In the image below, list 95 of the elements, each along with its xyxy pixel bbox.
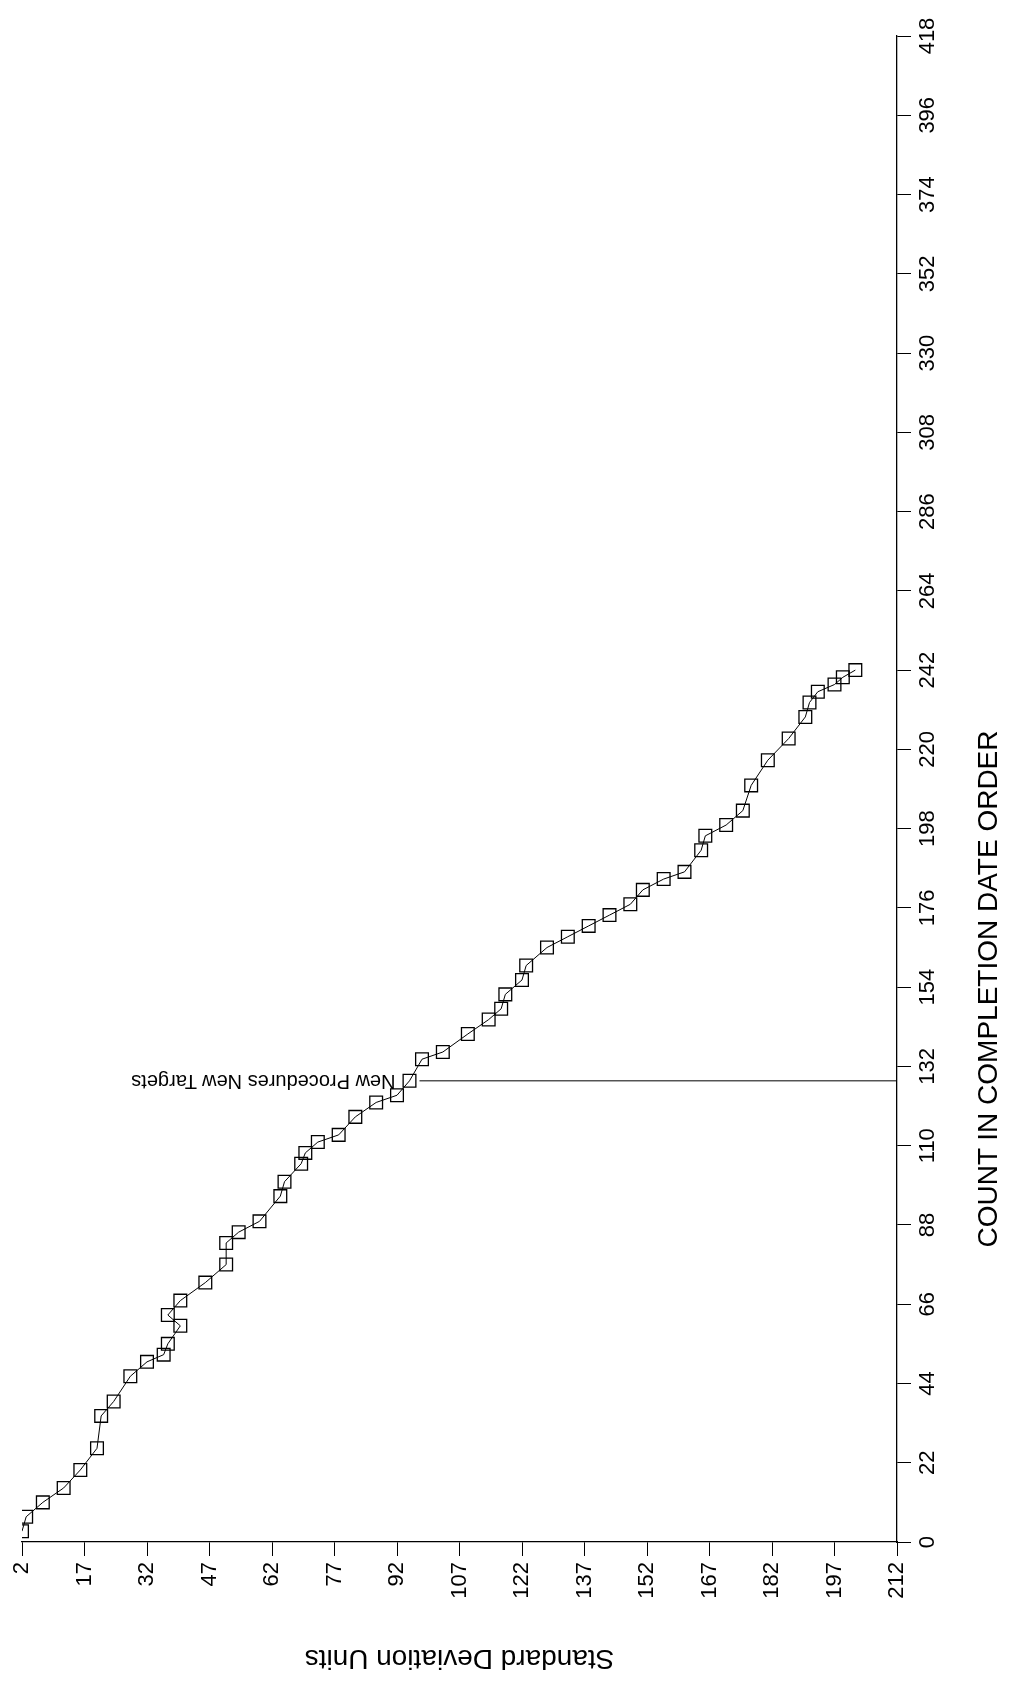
point <box>173 1318 188 1333</box>
y-tick-label: 44 <box>914 1371 940 1396</box>
point <box>219 1235 234 1250</box>
x-tick-label: 62 <box>258 1562 284 1587</box>
y-tick-label: 242 <box>914 651 940 689</box>
y-tick-label: 396 <box>914 96 940 134</box>
point <box>73 1462 88 1477</box>
point <box>369 1095 384 1110</box>
x-tick-label: 152 <box>633 1562 659 1599</box>
point <box>348 1109 363 1124</box>
point <box>298 1145 313 1160</box>
y-tick-label: 66 <box>914 1291 940 1317</box>
point <box>435 1045 450 1060</box>
y-tick-label: 352 <box>914 255 940 293</box>
x-tick-label: 197 <box>820 1562 846 1599</box>
point <box>539 940 555 955</box>
point <box>252 1214 267 1229</box>
point <box>698 828 713 843</box>
x-tick-label: 17 <box>70 1562 96 1587</box>
x-tick-label: 212 <box>883 1562 909 1599</box>
point <box>735 803 750 818</box>
point <box>835 670 850 685</box>
point <box>519 958 534 973</box>
y-tick-label: 264 <box>914 572 940 610</box>
point <box>89 1441 105 1456</box>
point <box>494 1001 509 1016</box>
point <box>231 1225 246 1240</box>
y-tick-label: 198 <box>914 810 940 847</box>
ref-line-label: New Procedures New Targets <box>131 1071 396 1094</box>
point <box>514 972 530 987</box>
point <box>798 709 813 724</box>
y-axis-title: COUNT IN COMPLETION DATE ORDER <box>971 730 1003 1248</box>
point <box>760 753 775 768</box>
point <box>656 872 671 887</box>
x-tick-label: 122 <box>508 1562 534 1599</box>
point <box>810 684 825 699</box>
point <box>635 882 650 897</box>
point <box>848 663 863 678</box>
point <box>94 1408 109 1423</box>
point <box>802 695 817 710</box>
point <box>294 1156 309 1171</box>
point <box>139 1354 155 1369</box>
point <box>331 1127 346 1142</box>
point <box>581 918 596 933</box>
y-tick-label: 418 <box>914 17 940 55</box>
y-tick-label: 22 <box>914 1450 940 1475</box>
point <box>414 1052 430 1067</box>
point <box>56 1480 71 1495</box>
point <box>219 1257 234 1272</box>
x-tick-label: 167 <box>695 1562 721 1599</box>
point <box>123 1369 138 1384</box>
y-tick-label: 374 <box>914 176 940 213</box>
y-tick-label: 308 <box>914 413 940 451</box>
point <box>173 1293 188 1308</box>
point <box>781 731 796 746</box>
x-tick-label: 2 <box>8 1562 34 1575</box>
x-tick-label: 77 <box>320 1562 346 1587</box>
x-tick-label: 107 <box>445 1562 471 1599</box>
point <box>160 1336 175 1351</box>
point <box>273 1189 288 1204</box>
point <box>402 1073 417 1088</box>
point <box>35 1495 50 1510</box>
x-tick-label: 92 <box>383 1562 409 1587</box>
y-tick-label: 220 <box>914 731 940 768</box>
x-axis-title: Standard Deviation Units <box>304 1644 615 1676</box>
point <box>460 1026 475 1042</box>
x-tick-label: 32 <box>133 1562 159 1587</box>
y-tick-label: 330 <box>914 334 940 372</box>
x-tick-label: 47 <box>195 1562 221 1587</box>
point <box>198 1275 213 1290</box>
point <box>719 818 734 833</box>
point <box>744 778 759 793</box>
y-tick-label: 88 <box>914 1212 940 1238</box>
point <box>694 843 709 858</box>
point <box>310 1135 325 1150</box>
point <box>156 1347 171 1362</box>
y-tick-label: 176 <box>914 889 940 927</box>
point <box>827 677 842 692</box>
point <box>106 1394 121 1409</box>
point <box>277 1174 292 1189</box>
point <box>160 1308 175 1323</box>
point <box>481 1012 496 1027</box>
x-tick-label: 182 <box>758 1562 784 1599</box>
point <box>389 1088 405 1103</box>
x-tick-label: 137 <box>570 1562 596 1599</box>
point <box>677 864 692 879</box>
point <box>560 929 575 944</box>
y-tick-label: 132 <box>914 1048 940 1085</box>
y-tick-label: 0 <box>914 1535 940 1549</box>
y-tick-label: 154 <box>914 968 940 1006</box>
point <box>623 897 638 912</box>
point <box>498 987 513 1002</box>
point <box>602 908 617 923</box>
y-tick-label: 286 <box>914 493 940 530</box>
y-tick-label: 110 <box>914 1128 940 1164</box>
